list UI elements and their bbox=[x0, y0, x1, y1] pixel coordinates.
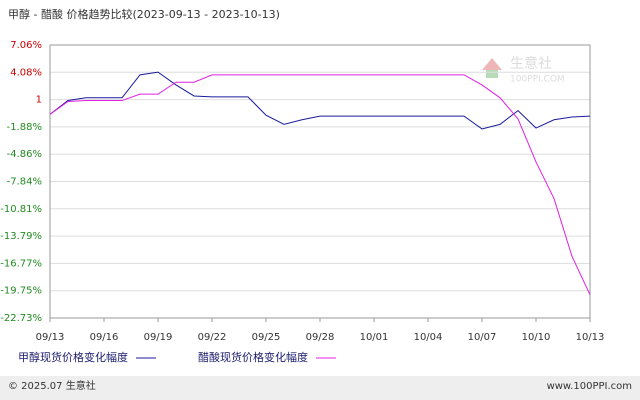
watermark-text: 生意社 bbox=[510, 55, 552, 72]
y-tick-label: -10.81% bbox=[0, 204, 42, 215]
x-tick-label: 10/07 bbox=[468, 332, 497, 343]
footer-left: © 2025.07 生意社 bbox=[8, 379, 96, 392]
x-tick-label: 09/25 bbox=[252, 332, 281, 343]
y-tick-label: -22.73% bbox=[0, 313, 42, 324]
x-tick-label: 10/04 bbox=[414, 332, 443, 343]
chart-title: 甲醇 - 醋酸 价格趋势比较(2023-09-13 - 2023-10-13) bbox=[8, 7, 280, 21]
watermark-url: 100PPI.COM bbox=[510, 75, 565, 85]
series-line bbox=[49, 74, 591, 296]
series-line bbox=[49, 71, 591, 130]
footer-bar bbox=[0, 376, 640, 400]
x-tick-label: 09/19 bbox=[144, 332, 173, 343]
legend-label: 醋酸现货价格变化幅度 bbox=[198, 350, 308, 364]
x-tick-label: 09/28 bbox=[306, 332, 335, 343]
x-tick-label: 10/10 bbox=[522, 332, 551, 343]
x-tick-label: 09/13 bbox=[36, 332, 65, 343]
x-tick-label: 09/16 bbox=[90, 332, 119, 343]
y-tick-label: -4.86% bbox=[7, 149, 42, 160]
y-tick-label: -7.84% bbox=[7, 177, 42, 188]
y-tick-label: 4.08% bbox=[10, 67, 42, 78]
footer-right: www.100PPI.com bbox=[547, 381, 632, 392]
y-tick-label: -16.77% bbox=[0, 258, 42, 269]
y-tick-label: -1.88% bbox=[7, 122, 42, 133]
legend-label: 甲醇现货价格变化幅度 bbox=[18, 350, 128, 364]
y-tick-label: -13.79% bbox=[0, 231, 42, 242]
x-tick-label: 10/01 bbox=[360, 332, 389, 343]
watermark: 生意社 100PPI.COM bbox=[482, 55, 565, 85]
y-tick-label: 1 bbox=[36, 95, 42, 106]
y-tick-label: -19.75% bbox=[0, 286, 42, 297]
x-tick-label: 09/22 bbox=[198, 332, 227, 343]
x-tick-label: 10/13 bbox=[576, 332, 605, 343]
watermark-icon bbox=[486, 70, 498, 78]
watermark-icon bbox=[482, 58, 502, 70]
y-tick-label: 7.06% bbox=[10, 40, 42, 51]
